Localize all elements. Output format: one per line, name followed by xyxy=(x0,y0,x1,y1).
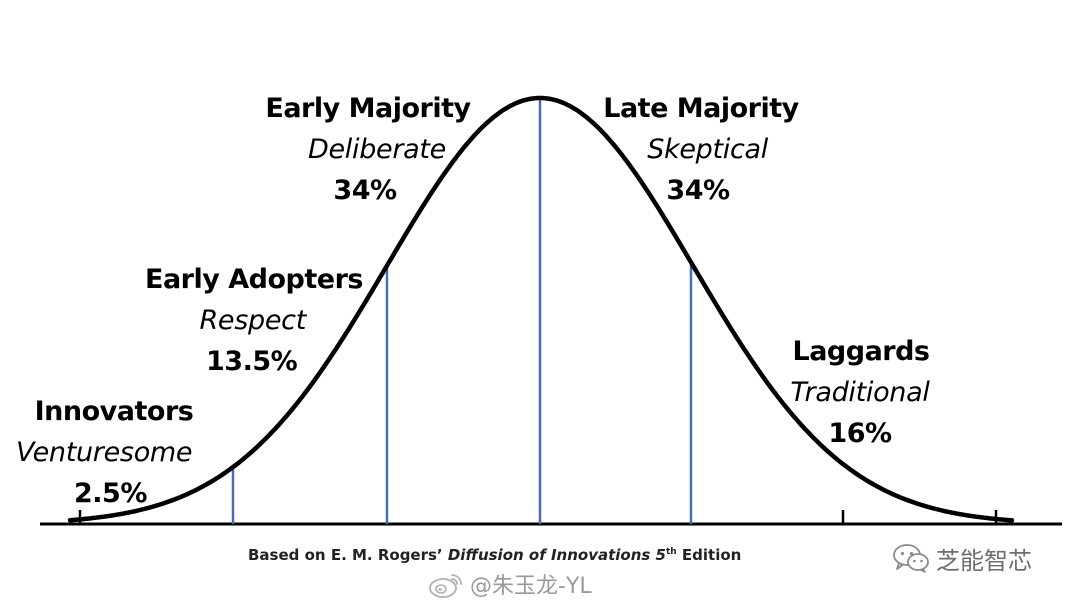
source-caption: Based on E. M. Rogers’ Diffusion of Inno… xyxy=(248,546,741,564)
segment-percent: 2.5% xyxy=(74,478,147,509)
segment-name: Early Adopters xyxy=(145,264,363,295)
wechat-watermark: 芝能智芯 xyxy=(892,543,1032,575)
weibo-icon xyxy=(429,574,462,598)
wechat-icon xyxy=(893,544,929,573)
segment-trait: Skeptical xyxy=(647,134,768,165)
segment-laggards: Laggards Traditional 16% xyxy=(774,338,946,447)
weibo-watermark: @朱玉龙-YL xyxy=(428,568,592,600)
segment-name: Laggards xyxy=(792,336,930,367)
segment-late-majority: Late Majority Skeptical 34% xyxy=(596,95,806,204)
segment-innovators: Innovators Venturesome 2.5% xyxy=(16,398,212,507)
segment-percent: 34% xyxy=(333,175,397,206)
segment-trait: Traditional xyxy=(790,377,930,408)
segment-dividers xyxy=(231,99,693,524)
segment-trait: Venturesome xyxy=(16,437,193,468)
segment-name: Early Majority xyxy=(265,93,471,124)
baseline-axis xyxy=(40,510,1062,526)
caption-suffix: Edition xyxy=(676,546,742,564)
caption-superscript: th xyxy=(665,547,677,557)
segment-early-adopters: Early Adopters Respect 13.5% xyxy=(142,266,366,375)
segment-percent: 34% xyxy=(666,175,730,206)
segment-percent: 16% xyxy=(828,418,892,449)
weibo-account-name: @朱玉龙-YL xyxy=(470,574,592,599)
segment-trait: Respect xyxy=(199,305,306,336)
segment-early-majority: Early Majority Deliberate 34% xyxy=(258,95,478,204)
caption-title: Diffusion of Innovations 5 xyxy=(447,546,666,564)
caption-prefix: Based on E. M. Rogers’ xyxy=(248,546,448,564)
bell-curve xyxy=(67,95,1015,523)
segment-percent: 13.5% xyxy=(206,346,298,377)
segment-name: Late Majority xyxy=(603,93,799,124)
segment-name: Innovators xyxy=(34,396,194,427)
segment-trait: Deliberate xyxy=(308,134,446,165)
wechat-account-name: 芝能智芯 xyxy=(936,546,1032,575)
